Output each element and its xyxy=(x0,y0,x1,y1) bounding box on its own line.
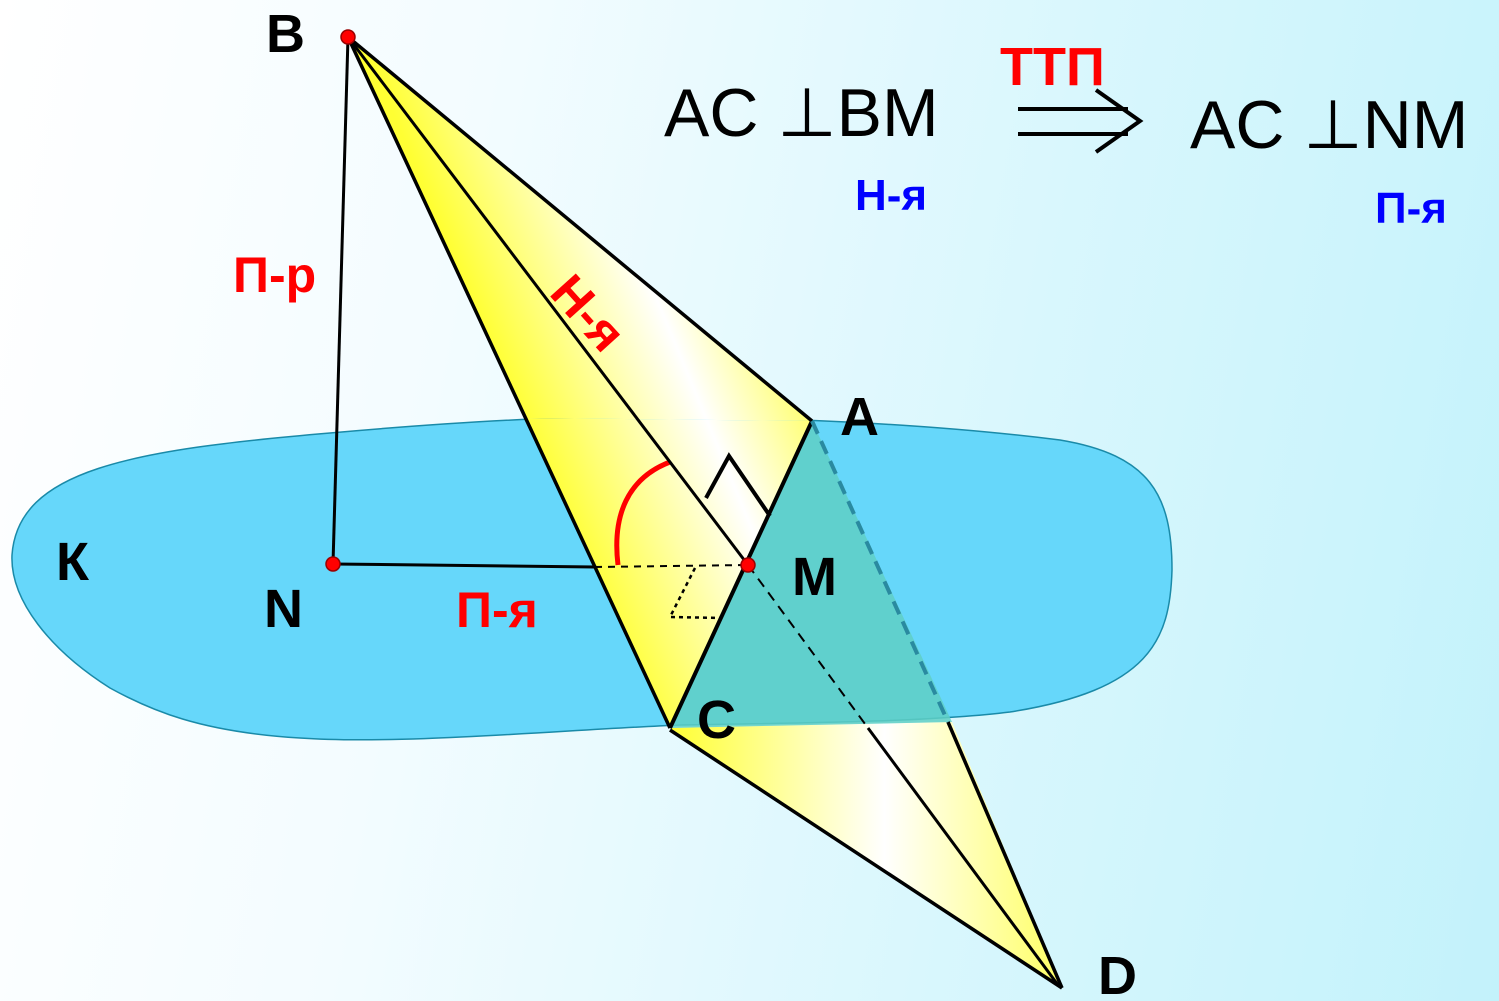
label-k: К xyxy=(56,532,90,592)
label-perpendicular: П-р xyxy=(233,247,316,303)
label-b: B xyxy=(266,4,305,64)
edge-nm-solid xyxy=(332,562,596,569)
edge-ac xyxy=(668,420,814,729)
edges xyxy=(331,35,1064,990)
formula-right: AC ⊥NM xyxy=(1190,87,1468,163)
implication-label: ТТП xyxy=(1000,37,1105,97)
right-angle-mark-nm xyxy=(667,567,723,620)
point-n-dot xyxy=(325,556,341,572)
point-b-dot xyxy=(340,29,356,45)
edge-ba xyxy=(346,35,814,423)
triangle-bac-over-plane xyxy=(525,418,812,728)
label-a: A xyxy=(840,387,879,447)
dashed-edges xyxy=(594,420,950,729)
edge-ad-dashed xyxy=(810,420,950,723)
angle-arc xyxy=(614,459,671,566)
label-n: N xyxy=(264,579,303,639)
edge-cd xyxy=(669,728,1063,990)
label-c: C xyxy=(697,690,736,750)
edge-bn xyxy=(331,36,350,565)
edge-md-lower xyxy=(866,727,1060,986)
label-m: M xyxy=(792,547,837,607)
formula-left-caption: Н-я xyxy=(855,171,927,220)
formula-left: AC ⊥BM xyxy=(664,75,939,151)
triangle-acd-in-plane xyxy=(670,421,952,728)
point-m-dot xyxy=(740,557,756,573)
formula-right-caption: П-я xyxy=(1375,184,1447,233)
edge-bm xyxy=(346,36,750,566)
implication-arrow-icon xyxy=(1018,88,1144,154)
label-d: D xyxy=(1098,946,1137,1001)
label-projection: П-я xyxy=(456,582,538,638)
edge-ad-lower xyxy=(946,721,1064,989)
edge-bc xyxy=(346,36,672,729)
right-angle-mark-bm xyxy=(704,452,772,518)
